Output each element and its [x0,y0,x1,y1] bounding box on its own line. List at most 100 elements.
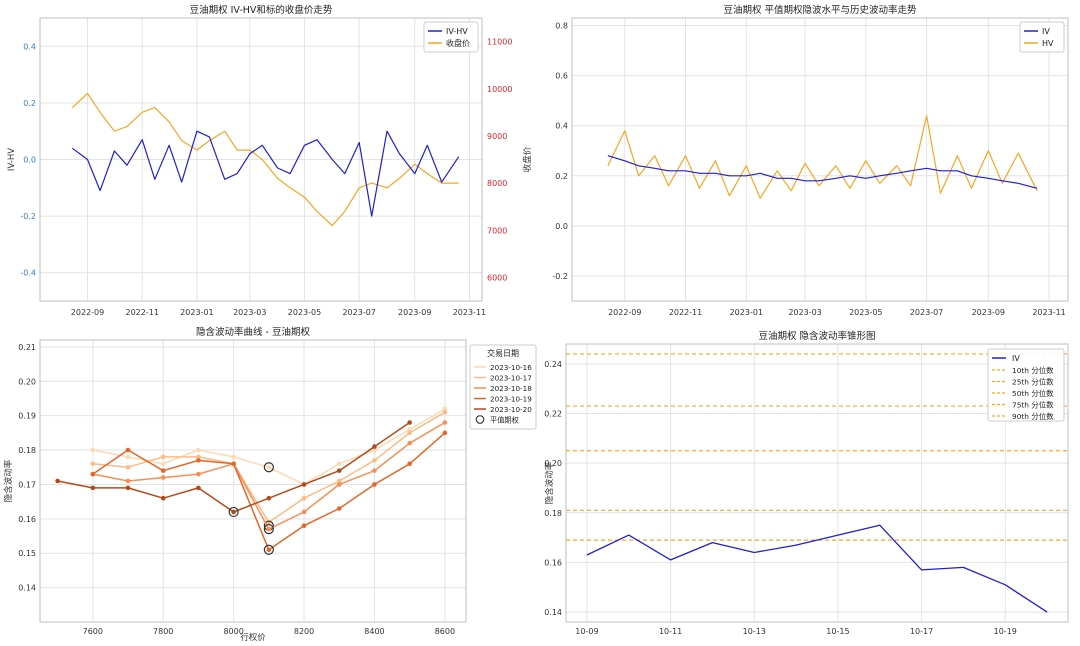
c3-legend-label: 2023-10-16 [490,363,532,372]
c4-legend-label: 10th 分位数 [1012,366,1054,375]
c3-ytick-label: 0.20 [18,377,36,386]
c4-ytick-label: 0.22 [544,410,562,419]
c3-atm-marker [263,462,274,473]
c2-xtick-label: 2023-09 [972,308,1005,317]
c1-series-close [71,92,459,227]
c1-legend-label: IV-HV [446,27,468,36]
c3-point [301,495,307,501]
c1-xtick-label: 2023-07 [342,308,375,317]
c1-legend-label: 收盘价 [446,38,470,48]
c3-point [90,471,96,477]
c2-xtick-label: 2023-11 [1032,308,1065,317]
c1-xtick-label: 2023-01 [180,308,213,317]
c2-xtick-label: 2023-01 [730,308,763,317]
c2-frame [571,17,1069,302]
c3-point [266,464,272,470]
c3-legend-label: 2023-10-18 [490,384,532,393]
c1-ytick-label: -0.4 [20,269,36,278]
c4-series-iv [586,524,1048,613]
c3-legend [469,344,537,430]
c3-xlabel: 行权价 [240,632,266,643]
c3-frame [39,339,467,623]
c3-point [196,485,201,491]
c4-xtick-label: 10-09 [575,627,598,636]
c2-legend [1019,21,1065,53]
c3-series-line [92,421,446,530]
c1-ytick-label: 0.4 [23,42,36,51]
c3-point [196,447,201,453]
c1-ytick-label: 0.0 [23,156,36,165]
c1-y2tick-label: 11000 [487,38,512,47]
c3-title: 隐含波动率曲线 - 豆油期权 [196,326,310,338]
c2-xtick-label: 2023-07 [910,308,943,317]
c3-ytick-label: 0.19 [18,412,36,421]
c1-ytick-label: -0.2 [20,212,36,221]
c3-point [336,461,342,467]
c3-point [336,478,342,484]
c1-y2tick-label: 10000 [487,85,512,94]
c3-xtick-label: 8200 [294,627,314,636]
c3-point [372,468,377,473]
c3-legend-atm-marker [475,415,485,424]
c1-y2tick-label: 8000 [487,179,507,188]
c1-xtick-label: 2023-05 [288,308,321,317]
c4-xtick-label: 10-13 [743,627,766,636]
c3-point [407,420,412,425]
c2-legend-label: HV [1042,39,1054,48]
c4-ylabel: 隐含波动率 [544,461,555,504]
c1-xtick-label: 2023-11 [453,308,486,317]
c3-point [125,454,131,460]
c3-point [160,475,166,480]
c1-legend [423,21,479,53]
c4-legend-label: IV [1012,354,1020,363]
c4-xtick-label: 10-15 [826,627,849,636]
c4-ytick-label: 0.14 [544,608,562,617]
c4-ytick-label: 0.18 [544,509,562,518]
c2-xtick-label: 2023-03 [788,308,821,317]
c4-legend-label: 90th 分位数 [1012,412,1054,421]
c3-point [407,427,412,432]
c4-xtick-label: 10-19 [994,627,1017,636]
c3-ytick-label: 0.15 [18,549,36,558]
c1-xtick-label: 2022-11 [125,308,158,317]
c4-xtick-label: 10-17 [910,627,933,636]
c3-ylabel: 隐含波动率 [3,459,14,502]
c3-point [372,444,377,449]
c3-point [266,547,272,553]
c3-point [125,478,131,484]
c3-point [266,526,272,532]
c3-point [372,482,377,487]
c1-y2tick-label: 9000 [487,132,507,141]
c1-title: 豆油期权 IV-HV和标的收盘价走势 [190,4,333,16]
c3-atm-marker [228,506,239,518]
c3-xtick-label: 8000 [223,627,243,636]
c3-point [160,461,166,467]
c2-ytick-label: 0.8 [555,22,568,31]
c4-ytick-label: 0.20 [544,459,562,468]
c3-point [160,454,166,460]
c3-point [407,440,412,446]
c3-point [231,461,236,467]
c3-point [196,458,201,463]
c3-atm-marker [263,524,274,535]
c1-xtick-label: 2023-03 [233,308,266,317]
c3-point [336,468,342,473]
c3-ytick-label: 0.21 [18,343,36,352]
c1-y2tick-label: 7000 [487,226,507,235]
c3-point [125,447,131,453]
c4-xtick-label: 10-11 [659,627,682,636]
c2-legend-label: IV [1042,27,1050,36]
c2-xtick-label: 2022-09 [608,308,641,317]
c2-ytick-label: 0.0 [555,222,568,231]
c3-point [372,447,377,453]
c3-point [407,430,412,436]
c3-point [231,454,236,460]
c3-point [442,420,448,425]
c3-point [196,471,201,477]
c3-xtick-label: 8600 [435,627,455,636]
c2-ytick-label: 0.2 [555,172,568,181]
c3-point [301,482,307,487]
c4-legend-label: 25th 分位数 [1012,378,1054,387]
c3-point [266,495,272,501]
